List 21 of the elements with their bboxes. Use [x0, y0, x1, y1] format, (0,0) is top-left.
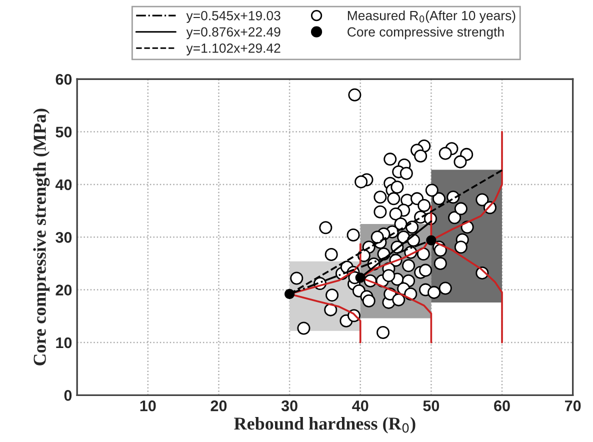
y-axis-title: Core compressive strength (MPa) [33, 108, 50, 366]
y-tick-label: 20 [56, 284, 72, 296]
legend-label: Measured R$_{0}$(After 10 years) [348, 10, 516, 23]
x-tick-label: 10 [140, 400, 156, 412]
y-tick-label: 30 [56, 232, 72, 243]
legend-label: Core compressive strength [348, 26, 504, 40]
y-tick-label: 60 [56, 74, 72, 85]
legend-label: y=1.102x+29.42 [186, 43, 280, 56]
y-tick-label: 0 [64, 390, 72, 401]
x-tick-label: 60 [494, 400, 510, 412]
x-tick-label: 20 [210, 400, 227, 412]
y-tick-label: 10 [56, 337, 72, 348]
x-tick-label: 70 [565, 400, 581, 412]
x-tick-label: 50 [423, 400, 440, 412]
x-axis-title: Rebound hardness (R$_{0}$) [234, 417, 416, 434]
legend-label: y=0.545x+19.03 [186, 10, 280, 23]
y-tick-label: 50 [56, 126, 72, 138]
y-tick-label: 40 [55, 179, 72, 190]
legend-label: y=0.876x+22.49 [186, 27, 280, 40]
x-tick-label: 40 [352, 400, 368, 412]
x-tick-label: 30 [281, 400, 298, 412]
